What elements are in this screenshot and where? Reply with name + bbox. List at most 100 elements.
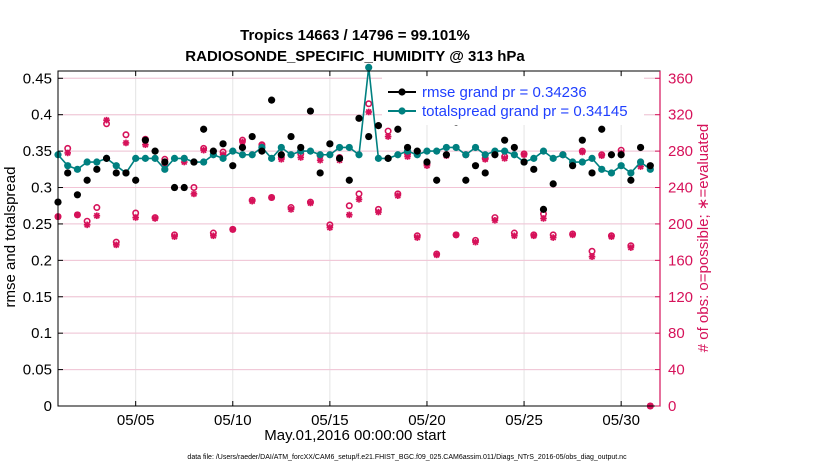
obs-evaluated-stroke-d2 bbox=[608, 233, 615, 240]
spread-point bbox=[617, 162, 625, 170]
spread-point bbox=[64, 162, 72, 170]
legend: rmse grand pr = 0.34236 totalspread gran… bbox=[382, 77, 644, 125]
obs-evaluated-stroke-d2 bbox=[394, 192, 401, 199]
obs-evaluated-point bbox=[384, 133, 392, 140]
x-tick-label: 05/30 bbox=[602, 412, 640, 429]
y-left-tick-label: 0.15 bbox=[23, 289, 52, 306]
rmse-point bbox=[481, 169, 489, 177]
obs-evaluated-stroke-d2 bbox=[579, 148, 586, 156]
spread-point bbox=[287, 151, 295, 159]
y-left-axis-ticks: 0 0.05 0.1 0.15 0.2 0.25 0.3 0.35 0.4 0.45 bbox=[23, 70, 63, 415]
obs-evaluated-stroke-d2 bbox=[511, 232, 518, 239]
obs-evaluated-stroke-d2 bbox=[84, 221, 91, 228]
y-right-tick-label: 0 bbox=[668, 398, 676, 415]
rmse-point bbox=[297, 143, 305, 152]
rmse-point bbox=[258, 147, 266, 155]
spread-point bbox=[636, 158, 645, 166]
obs-evaluated-point bbox=[229, 226, 237, 233]
obs-evaluated-stroke-d2 bbox=[598, 152, 605, 159]
rmse-point bbox=[433, 176, 441, 184]
spread-point bbox=[627, 169, 635, 177]
y-right-tick-label: 240 bbox=[668, 180, 693, 197]
obs-evaluated-stroke-d2 bbox=[569, 231, 576, 238]
rmse-point bbox=[471, 162, 480, 170]
spread-point bbox=[277, 143, 285, 152]
spread-point bbox=[345, 143, 353, 152]
rmse-point bbox=[64, 169, 72, 177]
rmse-point bbox=[578, 136, 586, 144]
spread-point bbox=[549, 154, 557, 162]
obs-evaluated-point bbox=[452, 231, 460, 239]
spread-point bbox=[598, 165, 606, 173]
obs-evaluated-point bbox=[103, 116, 110, 124]
obs-evaluated-stroke-d2 bbox=[355, 196, 363, 203]
rmse-point bbox=[132, 176, 140, 184]
obs-evaluated-stroke-d2 bbox=[317, 157, 324, 164]
spread-point bbox=[248, 151, 256, 159]
obs-evaluated-stroke-d2 bbox=[501, 155, 508, 162]
rmse-point bbox=[102, 154, 111, 162]
y-left-tick-label: 0.45 bbox=[23, 70, 52, 87]
rmse-point bbox=[326, 140, 334, 148]
rmse-point bbox=[598, 125, 606, 133]
rmse-point bbox=[588, 169, 596, 177]
y-right-axis-ticks: 0 40 80 120 160 200 240 280 320 360 bbox=[655, 70, 693, 415]
rmse-point bbox=[636, 143, 645, 152]
spread-point bbox=[200, 158, 208, 166]
obs-evaluated-stroke-d2 bbox=[627, 244, 634, 251]
rmse-point bbox=[423, 158, 431, 166]
spread-point bbox=[539, 147, 548, 155]
rmse-point bbox=[617, 151, 625, 159]
x-tick-label: 05/25 bbox=[505, 412, 543, 429]
obs-possible-point bbox=[93, 204, 101, 212]
rmse-point bbox=[403, 143, 412, 152]
y-right-tick-label: 280 bbox=[668, 143, 693, 160]
obs-evaluated-stroke-d2 bbox=[472, 239, 479, 246]
spread-point bbox=[306, 147, 315, 155]
rmse-point bbox=[306, 107, 315, 115]
obs-evaluated-stroke-d2 bbox=[239, 138, 246, 146]
obs-evaluated-stroke-d2 bbox=[433, 251, 440, 258]
obs-evaluated-point bbox=[394, 192, 402, 200]
obs-evaluated-stroke-d2 bbox=[93, 212, 100, 219]
obs-evaluated-point bbox=[355, 196, 363, 203]
rmse-point bbox=[442, 151, 450, 159]
spread-point bbox=[442, 143, 450, 152]
obs-evaluated-point bbox=[307, 199, 314, 207]
obs-evaluated-stroke-d2 bbox=[326, 224, 333, 231]
chart-title-line1: Tropics 14663 / 14796 = 99.101% bbox=[240, 27, 470, 44]
obs-evaluated-stroke-d2 bbox=[297, 154, 304, 161]
spread-point bbox=[462, 151, 470, 159]
spread-point bbox=[73, 165, 82, 173]
spread-point bbox=[161, 165, 169, 173]
y-right-tick-label: 360 bbox=[668, 70, 693, 87]
obs-evaluated-point bbox=[268, 194, 275, 201]
y-right-tick-label: 200 bbox=[668, 216, 693, 233]
obs-evaluated-point bbox=[520, 151, 528, 159]
rmse-point bbox=[122, 169, 130, 177]
rmse-point bbox=[394, 125, 402, 133]
y-left-tick-label: 0.3 bbox=[31, 180, 52, 197]
obs-evaluated-stroke-d2 bbox=[588, 253, 596, 260]
rmse-point bbox=[93, 165, 101, 173]
rmse-point bbox=[219, 140, 227, 148]
y-left-tick-label: 0 bbox=[44, 398, 52, 415]
rmse-point bbox=[180, 183, 188, 192]
spread-point bbox=[423, 147, 431, 155]
rmse-point bbox=[569, 162, 577, 170]
spread-point bbox=[112, 162, 120, 170]
obs-evaluated-point bbox=[413, 234, 421, 241]
rmse-point bbox=[491, 151, 499, 159]
x-tick-label: 05/05 bbox=[117, 412, 155, 429]
obs-evaluated-stroke-d2 bbox=[414, 234, 421, 241]
obs-evaluated-stroke-d2 bbox=[404, 153, 411, 160]
rmse-point bbox=[374, 122, 383, 130]
spread-point bbox=[355, 151, 363, 159]
obs-evaluated-point bbox=[608, 233, 615, 240]
obs-evaluated-stroke-d2 bbox=[190, 190, 198, 197]
obs-evaluated-stroke-d2 bbox=[365, 108, 372, 116]
spread-point bbox=[219, 154, 227, 162]
obs-evaluated-stroke-d2 bbox=[249, 198, 256, 205]
spread-point bbox=[132, 154, 140, 162]
